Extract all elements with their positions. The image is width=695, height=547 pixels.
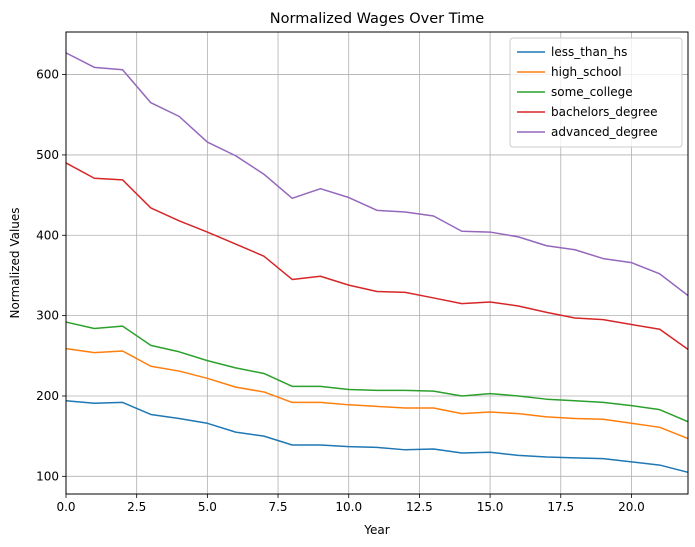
y-tick-label: 100 <box>36 469 59 483</box>
series-lines <box>65 52 689 474</box>
grid <box>65 32 688 494</box>
x-tick-label: 15.0 <box>477 500 504 514</box>
x-tick-label: 5.0 <box>198 500 217 514</box>
legend: less_than_hs high_school some_collegebache… <box>509 37 683 148</box>
legend-label-some-college: some_college <box>551 85 633 99</box>
x-tick-label: 0.0 <box>56 500 75 514</box>
x-tick-label: 2.5 <box>127 500 146 514</box>
legend-items: less_than_hs high_school some_collegebache… <box>517 45 658 139</box>
y-tick-label: 500 <box>36 148 59 162</box>
x-tick-label: 7.5 <box>268 500 287 514</box>
y-tick-label: 400 <box>36 228 59 242</box>
legend-label-high-school: high_school <box>551 65 622 79</box>
plot-frame <box>65 31 689 495</box>
legend-label-advanced-degree: advanced_degree <box>551 125 658 139</box>
legend-label-less-than-hs: less_than_hs <box>551 45 627 59</box>
x-tick-label: 12.5 <box>406 500 433 514</box>
x-tick-label: 20.0 <box>618 500 645 514</box>
x-tick-label: 17.5 <box>547 500 574 514</box>
legend-box <box>509 37 683 148</box>
series-line-less-than-hs <box>65 400 689 474</box>
legend-label-bachelors-degree: bachelors_degree <box>551 105 657 119</box>
series-line-high-school <box>65 347 689 440</box>
series-line-advanced-degree <box>65 52 689 297</box>
axis-ticks: 0.0 2.5 5.0 7.5 10.0 12.5 15.0 17.5 20.0 100 200 30… <box>36 68 645 514</box>
series-line-some-college <box>65 321 689 423</box>
x-axis-label: Year <box>363 523 389 537</box>
y-tick-label: 200 <box>36 389 59 403</box>
series-line-bachelors-degree <box>65 162 689 350</box>
y-tick-label: 600 <box>36 68 59 82</box>
chart-title: Normalized Wages Over Time <box>270 11 484 27</box>
x-tick-label: 10.0 <box>335 500 362 514</box>
y-tick-label: 300 <box>36 309 59 323</box>
y-axis-label: Normalized Values <box>8 207 22 318</box>
